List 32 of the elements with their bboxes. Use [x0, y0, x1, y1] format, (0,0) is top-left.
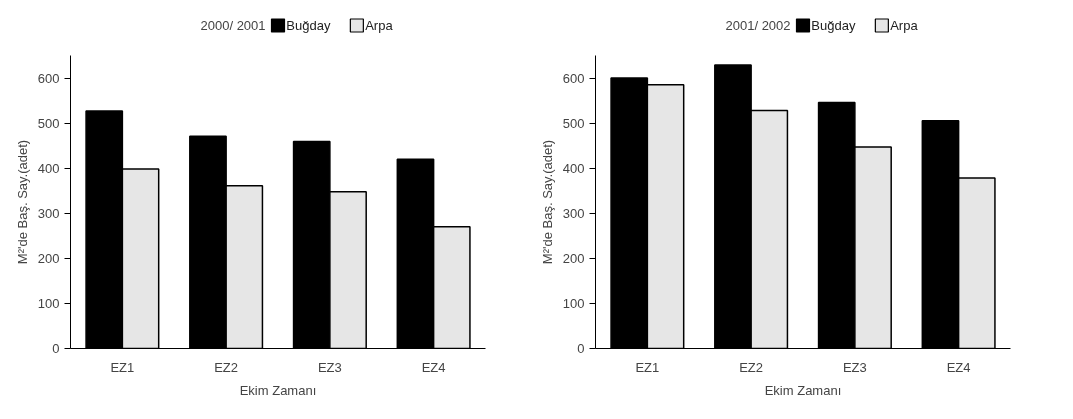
x-tick-label: EZ1 — [635, 359, 660, 375]
x-tick-label: EZ4 — [421, 359, 446, 375]
x-tick-label: EZ1 — [110, 359, 135, 375]
y-tick-label: 500 — [562, 115, 585, 131]
y-tick-label: 400 — [562, 160, 585, 176]
legend-title: 2000/ 2001 — [200, 18, 266, 33]
legend-label: Buğday — [811, 18, 856, 33]
legend-label: Arpa — [890, 18, 919, 33]
x-tick-label: EZ3 — [317, 359, 342, 375]
legend-label: Buğday — [286, 18, 331, 33]
y-tick-label: 0 — [52, 341, 60, 356]
x-axis-title: Ekim Zamanı — [764, 382, 842, 398]
y-tick-label: 100 — [37, 295, 60, 311]
y-tick-label: 600 — [37, 70, 60, 86]
y-axis-title: M²'de Baş. Say.(adet) — [14, 139, 30, 265]
x-axis-title: Ekim Zamanı — [239, 382, 317, 398]
y-tick-label: 600 — [562, 70, 585, 86]
y-tick-label: 200 — [37, 250, 60, 266]
legend-title: 2001/ 2002 — [725, 18, 791, 33]
y-tick-label: 100 — [562, 295, 585, 311]
x-tick-label: EZ4 — [946, 359, 971, 375]
y-tick-label: 0 — [577, 341, 585, 356]
x-tick-label: EZ3 — [842, 359, 867, 375]
y-axis-title: M²'de Baş. Say.(adet) — [539, 139, 555, 265]
y-tick-label: 400 — [37, 160, 60, 176]
x-tick-label: EZ2 — [214, 359, 239, 375]
y-tick-label: 200 — [562, 250, 585, 266]
y-tick-label: 300 — [562, 205, 585, 221]
legend-label: Arpa — [365, 18, 394, 33]
x-tick-label: EZ2 — [739, 359, 764, 375]
y-tick-label: 300 — [37, 205, 60, 221]
y-tick-label: 500 — [37, 115, 60, 131]
